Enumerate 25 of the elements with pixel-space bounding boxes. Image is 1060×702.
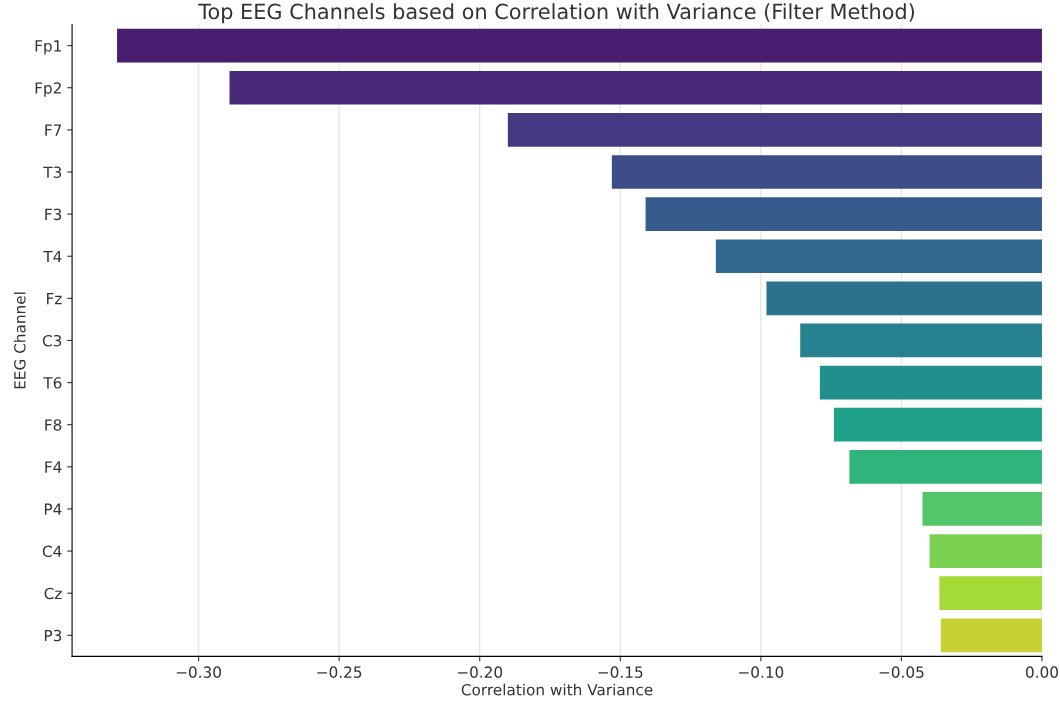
y-tick-label: Fp1 — [35, 40, 61, 55]
y-tick-label: F4 — [45, 461, 62, 473]
y-tick-label: C3 — [42, 334, 62, 347]
y-tick-label: T4 — [43, 250, 62, 263]
x-tick-label: 0.00 — [1025, 666, 1058, 678]
x-tick-label: −0.15 — [598, 666, 643, 678]
x-tick-label: −0.05 — [879, 666, 924, 678]
y-tick-label: F8 — [45, 419, 62, 431]
x-tick-label: −0.25 — [317, 666, 362, 678]
y-axis-title: EEG Channel — [13, 292, 26, 389]
y-tick-label: Cz — [44, 587, 62, 600]
x-tick-label: −0.20 — [457, 666, 503, 678]
y-tick-label: F3 — [45, 208, 62, 221]
y-tick-label: T6 — [43, 377, 62, 389]
x-tick-label: −0.10 — [739, 666, 784, 678]
x-tick-label: −0.30 — [176, 666, 221, 678]
y-tick-label: C4 — [42, 545, 62, 558]
y-tick-label: T3 — [43, 166, 62, 179]
y-tick-label: P4 — [44, 503, 62, 515]
x-axis-title: Correlation with Variance — [461, 683, 653, 696]
y-tick-label: P3 — [44, 629, 62, 642]
chart-title: Top EEG Channels based on Correlation with Variance (Filter Method) — [198, 3, 914, 24]
y-tick-label: Fz — [47, 293, 62, 305]
y-tick-label: F7 — [45, 124, 62, 136]
y-tick-label: Fp2 — [35, 82, 61, 97]
